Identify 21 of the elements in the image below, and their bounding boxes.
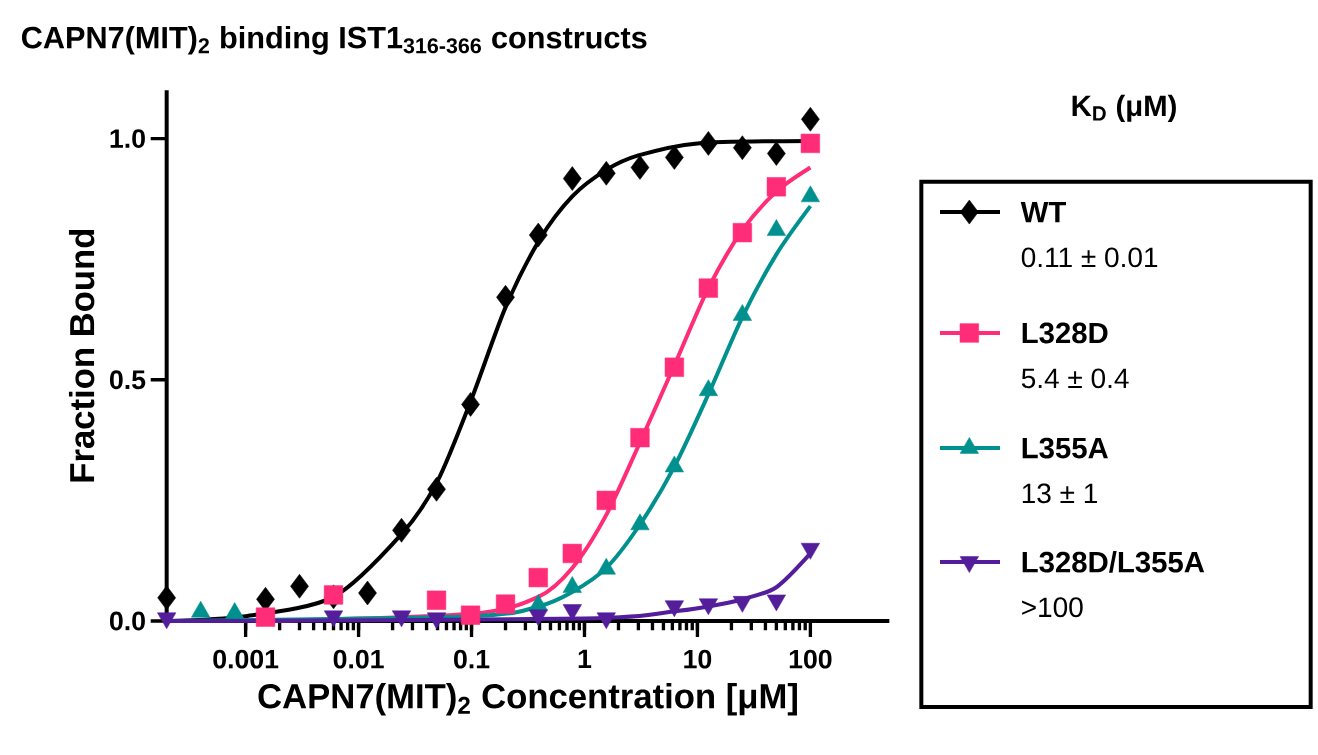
legend-title: K$_{D}$ (μM) [1072, 94, 1176, 122]
text: 13 ± 1 [1022, 483, 1097, 504]
legend-label: L328D [1022, 322, 1108, 344]
x-tick-label: 0.01 [333, 649, 384, 669]
y-tick-label: 1.0 [110, 129, 145, 148]
x-tick-label: 1 [578, 649, 592, 669]
x-tick-label: 0.001 [213, 649, 279, 669]
y-tick-label: 0.0 [109, 611, 145, 631]
legend-label: L355A [1022, 437, 1108, 459]
text: >100 [1022, 597, 1083, 618]
text: 0.11 ± 0.01 [1021, 247, 1158, 268]
legend-label: L328D/L355A [1022, 550, 1205, 573]
x-tick-label: 100 [789, 649, 832, 669]
x-tick-label: 0.1 [454, 649, 490, 669]
x-axis-title: CAPN7(MIT)$_{2}$ Concentration [μM] [258, 683, 797, 716]
y-tick-label: 0.5 [109, 370, 146, 390]
x-tick-label: 10 [684, 649, 712, 669]
chart-title: CAPN7(MIT)$_{2}$ binding IST1$_{316-366}$ constructs [21, 25, 647, 55]
text: 5.4 ± 0.4 [1021, 368, 1129, 389]
y-axis-title: Fraction Bound [68, 229, 95, 482]
legend-label: WT [1020, 201, 1067, 223]
